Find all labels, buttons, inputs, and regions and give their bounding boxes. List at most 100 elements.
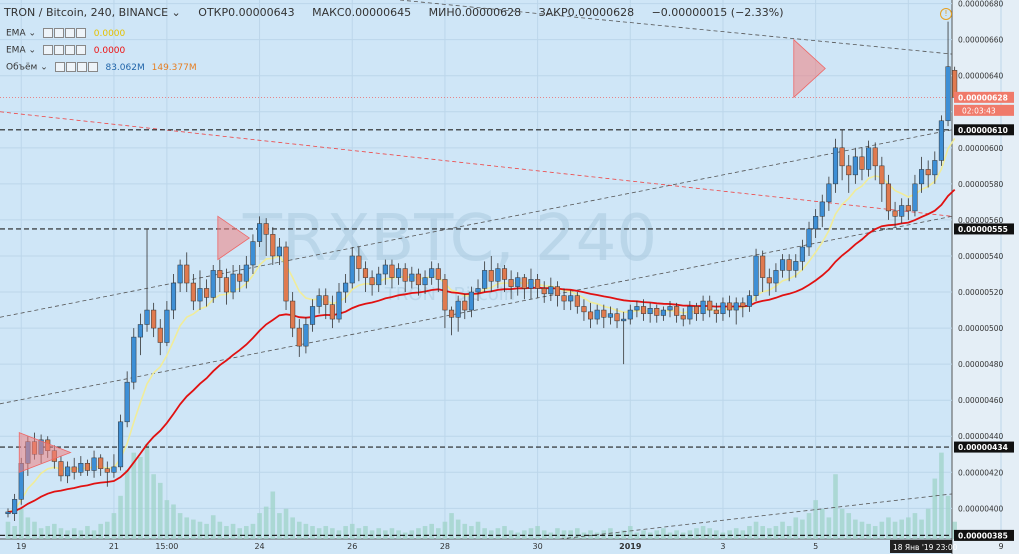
candle-body [389, 264, 395, 278]
close-icon[interactable] [64, 45, 75, 55]
more-icon[interactable] [87, 62, 98, 72]
candle [58, 456, 64, 482]
indicator-name[interactable]: EMA [6, 45, 26, 56]
candle-body [779, 259, 786, 271]
volume-bar [124, 469, 130, 539]
indicator-name[interactable]: Объём [6, 62, 38, 73]
candle [250, 234, 256, 275]
candle [541, 281, 547, 303]
eye-icon[interactable] [54, 62, 65, 72]
indicator-ema-fast[interactable]: EMA ⌄ 0.0000 [6, 28, 125, 39]
candle [693, 302, 700, 321]
candle [866, 140, 872, 177]
chevron-down-icon[interactable]: ⌄ [25, 45, 37, 56]
candle-body [475, 288, 481, 293]
candle-body [71, 466, 77, 473]
candle [753, 248, 759, 302]
candle [111, 454, 117, 478]
price-tick-label: 0.00000500 [958, 324, 1004, 333]
volume-bar [263, 506, 269, 539]
volume-bar [197, 521, 203, 539]
price-label-box [954, 223, 1014, 235]
volume-bar [230, 523, 236, 539]
candle [5, 508, 11, 518]
volume-bar [760, 526, 765, 539]
candle [660, 306, 666, 321]
volume-bar [872, 526, 878, 539]
candle [402, 263, 408, 293]
candle-body [230, 273, 236, 293]
candle [859, 147, 865, 181]
candle-body [766, 277, 772, 284]
chevron-down-icon[interactable]: ⌄ [168, 6, 181, 19]
volume-bar [356, 528, 362, 539]
candle [356, 246, 362, 282]
candle-body [65, 466, 71, 477]
candle-body [369, 277, 375, 286]
settings-icon[interactable] [53, 28, 64, 38]
candle-body [826, 183, 832, 203]
indicator-volume[interactable]: Объём ⌄ 83.062M 149.377M [6, 62, 197, 73]
candle [832, 138, 839, 193]
candle-body [501, 268, 508, 280]
candle [217, 259, 223, 293]
chevron-down-icon[interactable]: ⌄ [25, 28, 37, 39]
volume-bar [416, 528, 421, 539]
eye-icon[interactable] [42, 45, 53, 55]
chevron-down-icon[interactable]: ⌄ [37, 62, 48, 73]
price-axis[interactable]: 0.000006800.000006600.000006400.00000620… [954, 0, 1014, 541]
watermark: TRXBTC, 240 TRON / Bitcoin [242, 202, 657, 305]
candle [151, 302, 157, 338]
more-icon[interactable] [75, 45, 86, 55]
candle [885, 174, 892, 220]
close-icon[interactable] [76, 62, 87, 72]
candle-body [190, 282, 196, 302]
volume-bar [641, 530, 646, 539]
open-label: ОТКР [198, 6, 229, 19]
price-tick-label: 0.00000580 [958, 180, 1004, 189]
volume-bar [369, 530, 375, 539]
candle-body [5, 511, 11, 515]
ema-lines [7, 137, 956, 513]
candle-body [680, 315, 686, 320]
candle [621, 311, 627, 365]
candle-body [250, 241, 256, 266]
volume-bar [594, 532, 600, 539]
settings-icon[interactable] [53, 45, 64, 55]
close-value: 0.00000628 [567, 6, 635, 19]
volume-bar [932, 478, 938, 539]
candle [362, 261, 369, 293]
candle [290, 292, 296, 338]
more-icon[interactable] [75, 28, 86, 38]
price-label: 0.00000434 [958, 443, 1008, 452]
settings-icon[interactable] [65, 62, 76, 72]
volume-bar [171, 504, 176, 539]
candle-body [640, 306, 647, 314]
volume-bar [270, 491, 276, 539]
volume-bar [363, 526, 368, 539]
candle-body [151, 309, 157, 329]
candle [535, 274, 541, 298]
candle [270, 227, 276, 265]
eye-icon[interactable] [42, 28, 53, 38]
candle [687, 301, 693, 325]
volume-bar [482, 528, 487, 539]
candle [766, 268, 772, 296]
close-icon[interactable] [64, 28, 75, 38]
candle [680, 308, 686, 327]
candle [700, 295, 706, 321]
volume-bar [164, 500, 170, 539]
candle [912, 174, 918, 217]
candle [574, 292, 580, 314]
candle-body [415, 273, 421, 286]
indicator-ema-slow[interactable]: EMA ⌄ 0.0000 [6, 45, 125, 56]
volume-bar [694, 528, 699, 539]
indicator-value: 0.0000 [93, 28, 126, 39]
indicator-name[interactable]: EMA [6, 28, 26, 39]
candle-body [607, 313, 613, 318]
symbol-title[interactable]: TRON / Bitcoin, 240, BINANCE [4, 6, 169, 19]
volume-bar [508, 530, 514, 539]
volume-bar [819, 508, 825, 539]
